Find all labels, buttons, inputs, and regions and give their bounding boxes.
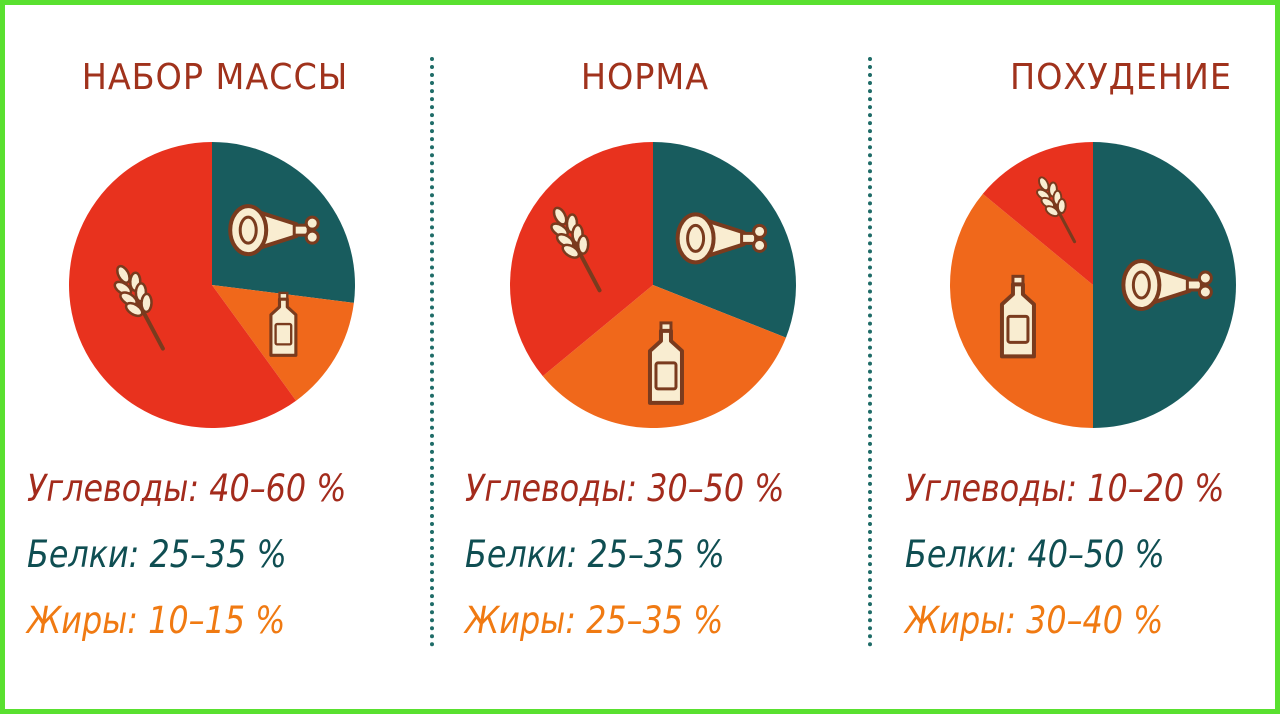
legend-fat: Жиры: 10–15 %: [27, 599, 285, 642]
legend-carbs: Углеводы: 40–60 %: [27, 467, 346, 510]
legend-label: Белки:: [905, 533, 1017, 576]
dotted-divider: [430, 57, 434, 647]
pie-chart: [67, 140, 357, 430]
legend-range: 30–50 %: [647, 467, 784, 510]
legend-protein: Белки: 40–50 %: [905, 533, 1165, 576]
legend-range: 10–15 %: [148, 599, 285, 642]
legend-range: 25–35 %: [587, 533, 724, 576]
pie-chart: [948, 140, 1238, 430]
legend-range: 25–35 %: [586, 599, 723, 642]
legend-carbs: Углеводы: 10–20 %: [905, 467, 1224, 510]
panel-normal: НОРМА Углеводы: 30–50 % Белки: 25–35 % Ж…: [435, 5, 855, 719]
panel-title: ПОХУДЕНИЕ: [889, 57, 1280, 98]
legend-carbs: Углеводы: 30–50 %: [465, 467, 784, 510]
legend-label: Белки:: [465, 533, 577, 576]
legend-protein: Белки: 25–35 %: [465, 533, 725, 576]
panel-title: НАБОР МАССЫ: [20, 57, 411, 98]
legend-range: 25–35 %: [149, 533, 286, 576]
legend-range: 30–40 %: [1026, 599, 1163, 642]
legend-label: Жиры:: [905, 599, 1016, 642]
legend-label: Углеводы:: [905, 467, 1077, 510]
legend-fat: Жиры: 25–35 %: [465, 599, 723, 642]
legend-fat: Жиры: 30–40 %: [905, 599, 1163, 642]
panel-mass-gain: НАБОР МАССЫ Углеводы: 40–60 % Белки: 25–…: [5, 5, 425, 719]
legend-label: Жиры:: [465, 599, 576, 642]
pie-chart: [508, 140, 798, 430]
legend-label: Жиры:: [27, 599, 138, 642]
panel-weight-loss: ПОХУДЕНИЕ Углеводы: 10–20 % Белки: 40–50…: [871, 5, 1280, 719]
legend-label: Углеводы:: [465, 467, 637, 510]
legend-range: 10–20 %: [1087, 467, 1224, 510]
legend-range: 40–50 %: [1027, 533, 1164, 576]
panel-title: НОРМА: [450, 57, 841, 98]
legend-label: Углеводы:: [27, 467, 199, 510]
legend-protein: Белки: 25–35 %: [27, 533, 287, 576]
legend-label: Белки:: [27, 533, 139, 576]
legend-range: 40–60 %: [209, 467, 346, 510]
